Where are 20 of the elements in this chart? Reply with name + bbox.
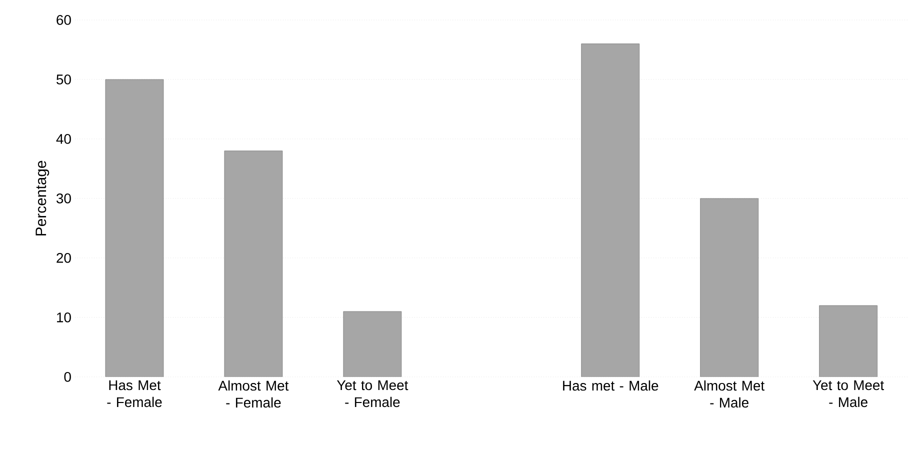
x-tick-label: Almost Met - Male	[694, 380, 764, 408]
y-tick-label: 60	[56, 15, 71, 25]
bar	[105, 79, 164, 377]
x-tick-label: Almost Met - Female	[218, 380, 289, 408]
y-tick-label: 0	[64, 372, 71, 382]
y-axis-title: Percentage	[36, 160, 50, 236]
y-tick-label: 10	[57, 312, 71, 322]
bar	[700, 198, 759, 377]
x-tick-label: Has Met - Female	[107, 380, 162, 408]
y-tick-label: 30	[56, 194, 71, 204]
bar	[819, 305, 878, 377]
x-tick-label: Yet to Meet - Female	[336, 380, 408, 408]
x-tick-label: Yet to Meet - Male	[812, 380, 884, 408]
bar	[581, 44, 640, 377]
y-tick-label: 40	[56, 134, 71, 144]
bar	[224, 150, 283, 377]
x-tick-label: Has met - Male	[563, 380, 658, 391]
y-tick-label: 20	[56, 253, 71, 263]
y-tick-label: 50	[56, 74, 71, 84]
bar	[343, 311, 402, 377]
